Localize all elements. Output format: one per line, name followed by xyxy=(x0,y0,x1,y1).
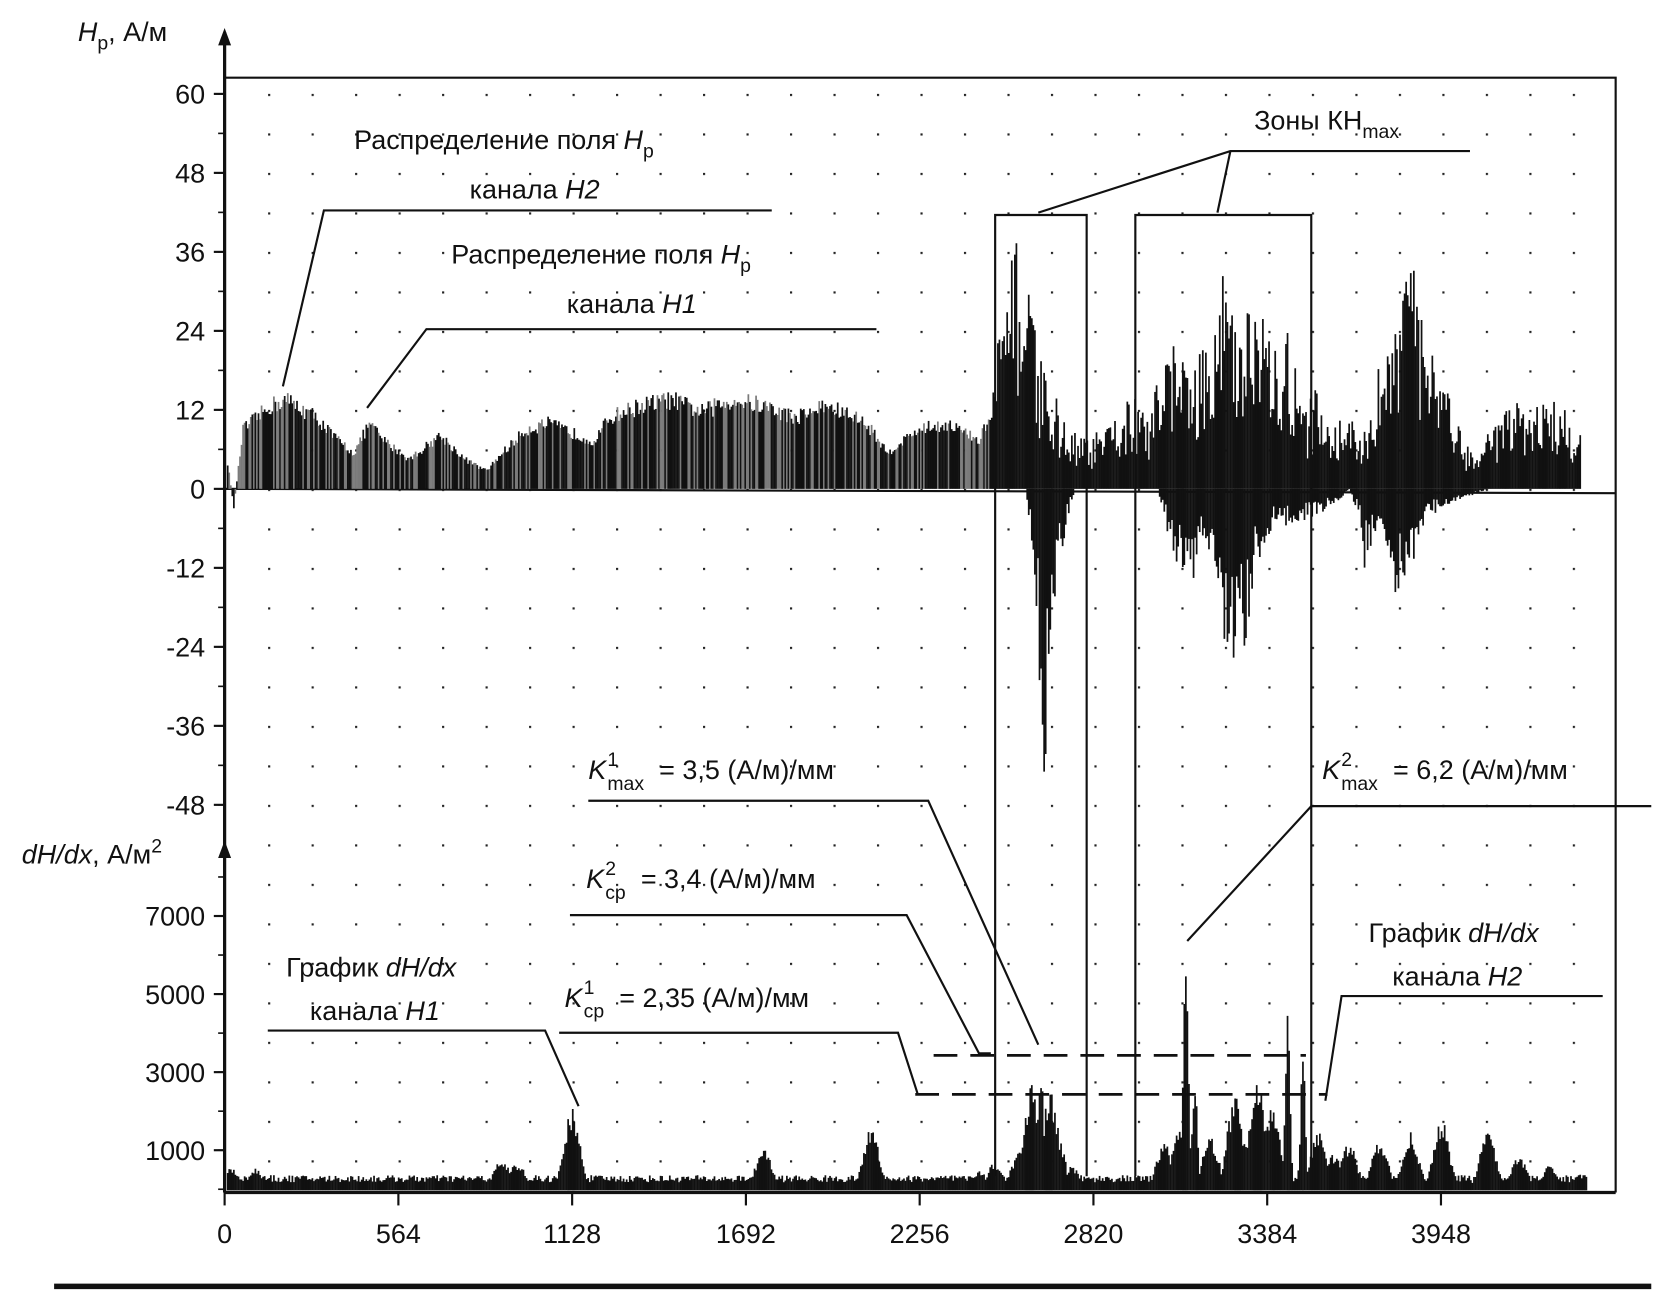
y-axis-arrow-lower xyxy=(218,840,232,858)
svg-text:канала H2: канала H2 xyxy=(470,175,600,205)
x-tick-label: 2256 xyxy=(890,1219,950,1249)
annotation-zones: Зоны КНmax xyxy=(1037,106,1470,214)
y-axis-arrow-upper xyxy=(218,28,232,46)
grid-dots xyxy=(228,86,1613,1188)
y-tick-label: 36 xyxy=(175,238,205,268)
y-tick-label: -48 xyxy=(166,791,205,821)
y-tick-label: 7000 xyxy=(145,902,205,932)
svg-text:канала H2: канала H2 xyxy=(1392,961,1522,991)
svg-text:канала H1: канала H1 xyxy=(310,996,440,1026)
y-tick-label: 60 xyxy=(175,80,205,110)
upper-y-axis-title: Hp, А/м xyxy=(78,17,167,55)
y-tick-label: 5000 xyxy=(145,980,205,1010)
y-tick-label: -12 xyxy=(166,554,205,584)
y-tick-label: 3000 xyxy=(145,1058,205,1088)
y-tick-label: -36 xyxy=(166,712,205,742)
annotation-kmax1: K1 max = 3,5 (А/м)/мм xyxy=(588,749,1040,1046)
zone-box-1 xyxy=(994,213,1088,1177)
annotation-graph-h1: График dH/dx канала H1 xyxy=(267,953,580,1107)
x-tick-label: 1128 xyxy=(543,1219,601,1249)
x-tick-label: 564 xyxy=(376,1219,421,1249)
x-tick-label: 1692 xyxy=(716,1219,776,1249)
axis-ticks: 60 48 36 24 12 0 -12 -24 -36 -48 7000 5000 3000 1000 0… xyxy=(145,80,1471,1250)
annotation-kmax2: K2 max = 6,2 (А/м)/мм xyxy=(1186,749,1652,942)
plot-border xyxy=(224,76,1617,1193)
y-tick-label: 12 xyxy=(175,396,205,426)
lower-y-axis-title: dH/dx, А/м2 xyxy=(22,836,162,870)
y-tick-label: 1000 xyxy=(145,1136,205,1166)
x-tick-label: 3384 xyxy=(1237,1219,1297,1249)
y-tick-label: 48 xyxy=(175,159,205,189)
svg-text:канала H1: канала H1 xyxy=(567,289,697,319)
svg-text:Зоны КНmax: Зоны КНmax xyxy=(1254,106,1399,144)
annotation-h1: Распределение поля Hp канала H1 xyxy=(366,239,877,409)
annotation-kcp1: K1 cp = 2,35 (А/м)/мм xyxy=(559,977,919,1094)
svg-text:Распределение поля Hp: Распределение поля Hp xyxy=(451,239,751,277)
data-marks xyxy=(226,243,1588,1191)
svg-text:График dH/dx: График dH/dx xyxy=(286,953,458,983)
annotation-h2: Распределение поля Hp канала H2 xyxy=(281,125,772,387)
zone-box-2 xyxy=(1134,213,1313,1177)
annotation-graph-h2: График dH/dx канала H2 xyxy=(1324,918,1603,1101)
x-tick-label: 0 xyxy=(217,1219,232,1249)
x-tick-label: 3948 xyxy=(1411,1219,1471,1249)
y-tick-label: -24 xyxy=(166,633,205,663)
y-tick-label: 0 xyxy=(190,475,205,505)
svg-text:График dH/dx: График dH/dx xyxy=(1369,918,1541,948)
x-tick-label: 2820 xyxy=(1063,1219,1123,1249)
annotation-kcp2: K2 cp = 3,4 (А/м)/мм xyxy=(569,858,991,1055)
y-tick-label: 24 xyxy=(175,317,205,347)
svg-text:Распределение поля Hp: Распределение поля Hp xyxy=(354,125,654,163)
